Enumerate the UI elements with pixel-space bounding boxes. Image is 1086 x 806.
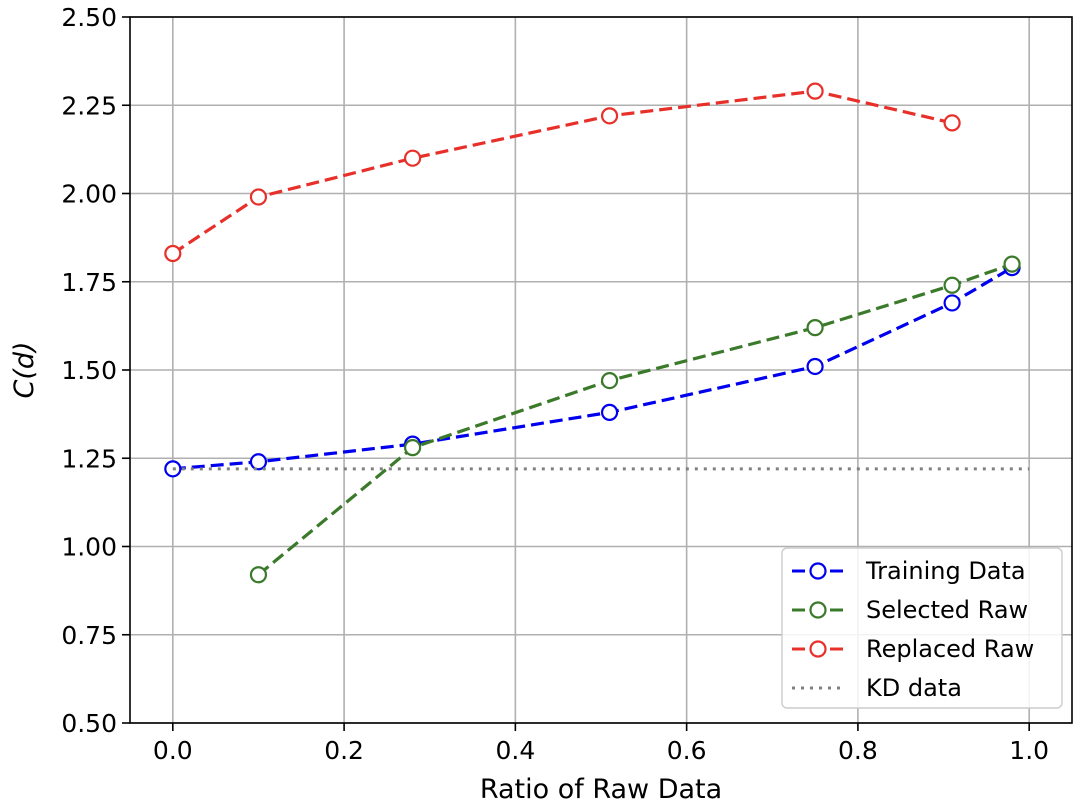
- data-point: [806, 357, 824, 376]
- legend-item: Selected Raw: [792, 596, 1028, 624]
- legend-swatch-marker: [809, 562, 827, 580]
- data-point: [600, 107, 619, 125]
- legend-item: Replaced Raw: [792, 635, 1034, 663]
- legend-item: Training Data: [792, 557, 1026, 585]
- data-point: [943, 114, 961, 132]
- y-tick-label: 1.00: [61, 533, 117, 562]
- data-point: [404, 149, 422, 167]
- y-tick-label: 1.25: [61, 444, 117, 473]
- data-point: [600, 371, 619, 390]
- x-tick-label: 0.6: [667, 736, 707, 765]
- legend-label: Training Data: [865, 557, 1026, 585]
- x-tick-label: 0.8: [838, 736, 878, 765]
- legend-swatch-marker: [809, 640, 827, 658]
- series-line: [171, 89, 953, 255]
- y-tick-label: 0.75: [61, 621, 117, 650]
- data-point: [806, 82, 824, 100]
- legend-item: KD data: [792, 674, 962, 702]
- x-tick-label: 0.0: [153, 736, 193, 765]
- y-tick-label: 1.75: [61, 268, 117, 297]
- legend: Training Data Selected Raw Replaced Raw KD …: [781, 547, 1063, 709]
- legend-label: Selected Raw: [866, 596, 1028, 624]
- data-point: [164, 244, 182, 263]
- y-axis-label: C(d): [9, 341, 40, 398]
- x-axis-label: Ratio of Raw Data: [480, 774, 722, 805]
- series-replaced-raw: [164, 82, 961, 263]
- data-point: [249, 188, 268, 206]
- data-point: [806, 319, 824, 337]
- x-tick-label: 1.0: [1009, 736, 1049, 765]
- series-selected-raw: [249, 255, 1021, 584]
- legend-label: KD data: [866, 674, 962, 702]
- series-training-data: [164, 259, 1021, 478]
- series-line: [172, 266, 1013, 471]
- data-point: [404, 439, 422, 457]
- grid-lines: [130, 16, 1072, 724]
- x-tick-label: 0.2: [324, 736, 364, 765]
- legend-box: [781, 547, 1063, 709]
- legend-swatch-marker: [809, 601, 827, 619]
- data-point: [249, 566, 268, 584]
- axis-ticks: 0.0 0.2 0.4 0.6 0.8 1.0 0.50 0.75 1.00 1.25 1.50 1.…: [61, 3, 1049, 765]
- data-point: [249, 453, 268, 471]
- y-tick-label: 1.50: [61, 356, 117, 385]
- y-tick-label: 2.00: [61, 180, 117, 209]
- series-layer: [164, 82, 1030, 584]
- data-point: [1003, 255, 1021, 273]
- series-line: [257, 262, 1013, 576]
- y-tick-label: 0.50: [61, 709, 117, 738]
- legend-label: Replaced Raw: [866, 635, 1034, 663]
- y-tick-label: 2.25: [61, 91, 117, 120]
- data-point: [943, 294, 961, 312]
- data-point: [600, 403, 619, 421]
- x-tick-label: 0.4: [495, 736, 535, 765]
- data-point: [943, 276, 961, 294]
- y-tick-label: 2.50: [61, 3, 117, 32]
